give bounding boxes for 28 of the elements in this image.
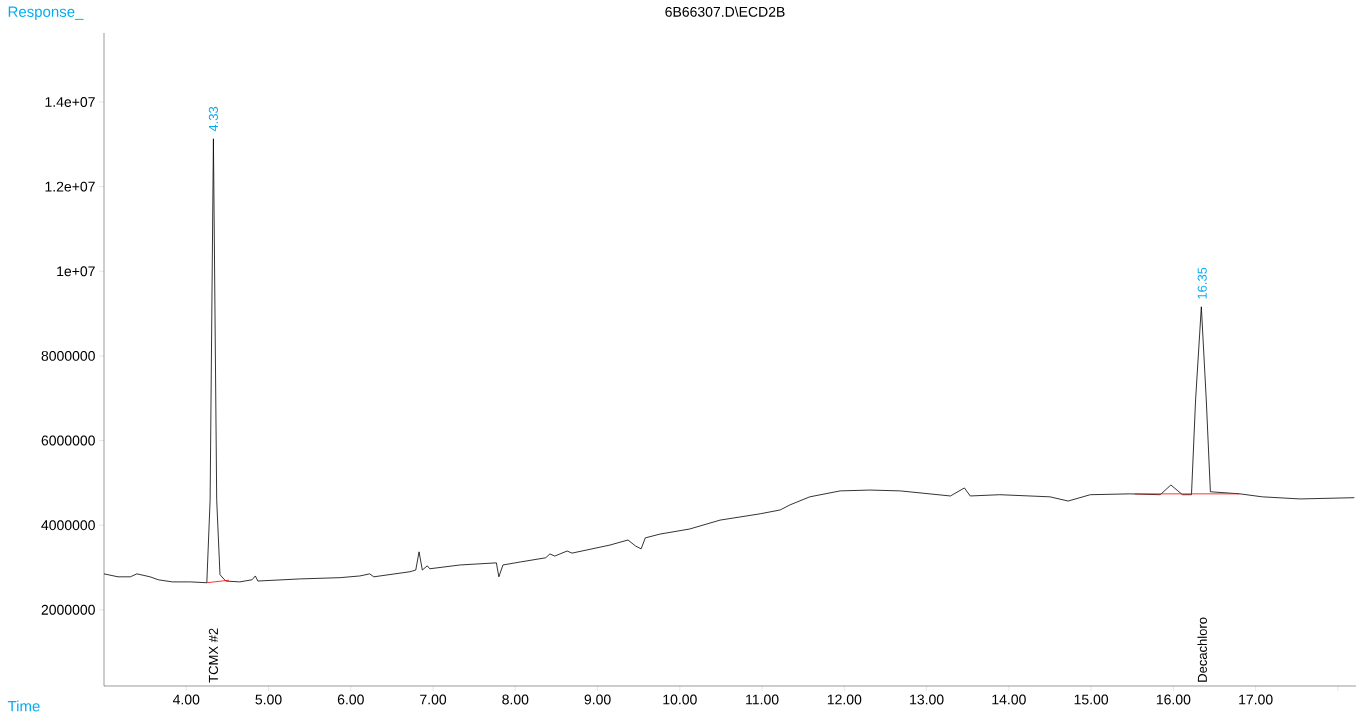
y-tick-label: 2000000 xyxy=(41,604,95,615)
x-tick-label: 5.00 xyxy=(255,694,282,705)
x-tick-label: 13.00 xyxy=(910,694,944,705)
x-tick-label: 16.00 xyxy=(1156,694,1191,705)
x-axis-title: Time xyxy=(7,700,40,712)
x-tick-label: 10.00 xyxy=(663,694,697,705)
x-tick-label: 4.00 xyxy=(172,694,200,705)
y-axis-title: Response_ xyxy=(8,6,84,20)
x-tick-label: 12.00 xyxy=(827,694,862,705)
y-tick-label: 6000000 xyxy=(41,435,95,446)
y-tick-label: 1.4e+07 xyxy=(45,97,95,107)
x-tick-label: 17.00 xyxy=(1239,694,1273,705)
chart-title: 6B66307.D\ECD2B xyxy=(665,6,785,17)
x-tick-label: 6.00 xyxy=(337,694,364,705)
annotation: TCMX #2 xyxy=(208,628,219,683)
y-tick-label: 1e+07 xyxy=(57,266,95,277)
x-tick-label: 7.00 xyxy=(420,694,447,705)
x-tick-label: 11.00 xyxy=(746,694,779,705)
annotation: 16.35 xyxy=(1197,267,1207,299)
annotation: Decachloro xyxy=(1197,617,1207,682)
annotation: 4.33 xyxy=(208,106,219,132)
x-tick-label: 14.00 xyxy=(992,694,1026,705)
y-tick-label: 4000000 xyxy=(41,520,95,531)
x-tick-label: 15.00 xyxy=(1074,694,1109,705)
x-tick-label: 9.00 xyxy=(584,694,611,705)
y-tick-label: 1.2e+07 xyxy=(45,181,95,192)
x-tick-label: 8.00 xyxy=(502,694,529,705)
y-tick-label: 8000000 xyxy=(41,350,95,361)
